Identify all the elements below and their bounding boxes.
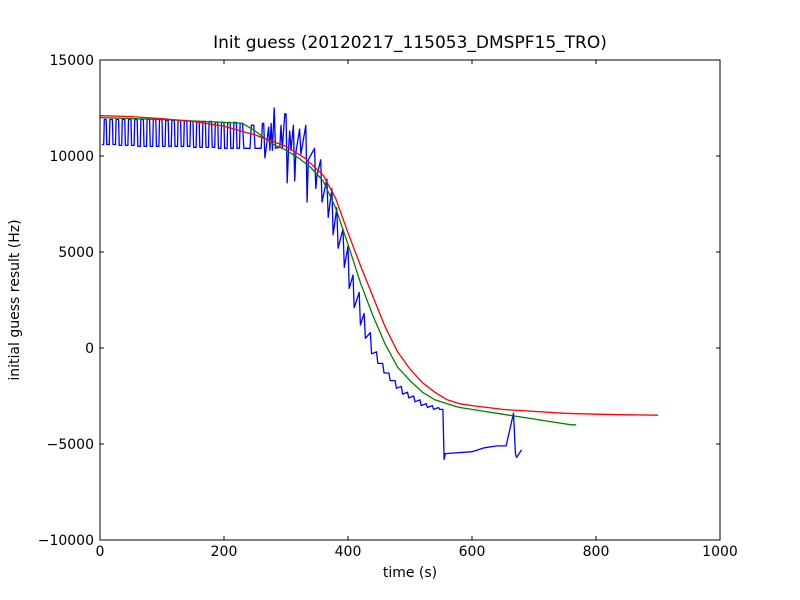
x-axis-label: time (s) (383, 565, 437, 581)
series-line-3 (99, 115, 659, 416)
axis-ticks: 0 200 400 600 800 1000 −10000 −5000 0 5000 10000 15… (38, 53, 738, 560)
x-tick-label: 400 (335, 544, 362, 560)
x-tick-label: 800 (583, 544, 610, 560)
x-tick-label: 200 (211, 544, 238, 560)
y-tick-label: 0 (85, 341, 94, 357)
y-tick-label: 5000 (58, 245, 94, 261)
x-tick-label: 1000 (702, 544, 738, 560)
plot-area-frame (99, 59, 721, 541)
series-line-2 (99, 116, 577, 426)
chart-title: Init guess (20120217_115053_DMSPF15_TRO) (213, 33, 607, 53)
x-tick-label: 0 (96, 544, 105, 560)
x-tick-label: 600 (459, 544, 486, 560)
y-tick-label: 15000 (49, 53, 94, 69)
series-layer (99, 107, 659, 461)
y-axis-label: initial guess result (Hz) (7, 219, 23, 380)
y-tick-label: 10000 (49, 149, 94, 165)
y-tick-label: −10000 (38, 533, 94, 549)
y-tick-label: −5000 (47, 437, 94, 453)
